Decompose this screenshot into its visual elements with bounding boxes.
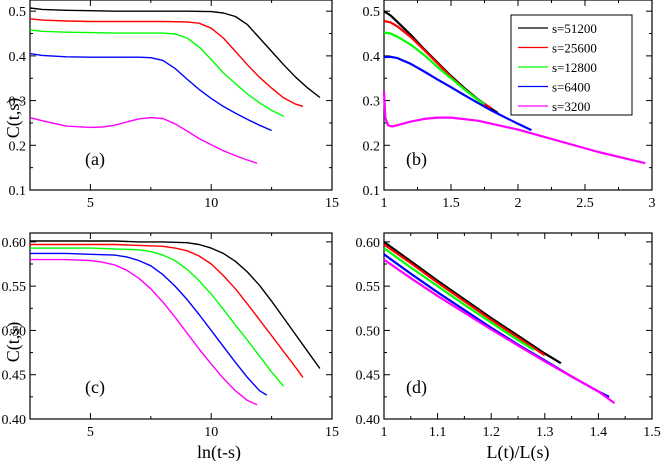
panel-d-xtick-label: 1.2 xyxy=(482,425,500,440)
panel-c: 0.40 0.45 0.50 0.55 0.60 5 10 15 (c) C(t,s) ln(… xyxy=(2,232,339,461)
panel-d-xtick-label: 1.1 xyxy=(429,425,447,440)
panel-b-xtick-label: 2 xyxy=(515,196,522,211)
panel-b-ticks: 0.1 0.2 0.3 0.4 0.5 1 1.5 2 2.5 3 xyxy=(363,0,656,211)
series-line-s-6400 xyxy=(29,52,272,132)
series-line-s-3200 xyxy=(29,116,258,164)
panel-c-xtick-label: 15 xyxy=(325,425,339,440)
panel-c-xtick-label: 5 xyxy=(87,425,94,440)
series-line-s-12800 xyxy=(29,29,285,117)
panel-b-xtick-label: 1 xyxy=(381,196,388,211)
panel-b-ytick-label: 0.1 xyxy=(363,184,381,199)
panel-a-ytick-label: 0.5 xyxy=(9,5,27,20)
panel-c-ytick-label: 0.60 xyxy=(2,236,27,251)
series-line-s-3200 xyxy=(30,258,258,406)
panel-a-ytick-label: 0.1 xyxy=(9,184,27,199)
panel-a-ytick-label: 0.3 xyxy=(9,95,27,110)
panel-c-ytick-label: 0.50 xyxy=(2,324,27,339)
series-line-s-6400 xyxy=(30,252,268,396)
panel-c-xlabel: ln(t-s) xyxy=(197,442,241,461)
legend-entries: s=51200 s=25600 s=12800 s=6400 s=3200 xyxy=(518,21,597,114)
series-line-s-3200 xyxy=(382,91,646,165)
legend-label: s=6400 xyxy=(552,80,590,95)
series-line-s-51200 xyxy=(383,10,499,115)
legend-label: s=51200 xyxy=(552,21,597,36)
legend: s=51200 s=25600 s=12800 s=6400 s=3200 xyxy=(510,14,633,116)
panel-d-ytick-label: 0.40 xyxy=(356,413,381,428)
panel-d-ticks: 0.40 0.45 0.50 0.55 0.60 1 1.1 1.2 1.3 1.4 1.5 xyxy=(356,233,661,440)
panel-d-ytick-label: 0.45 xyxy=(356,369,381,384)
series-line-s-51200 xyxy=(29,7,321,99)
panel-d-plot xyxy=(383,241,616,404)
panel-c-xtick-label: 10 xyxy=(204,425,218,440)
panel-c-plot xyxy=(30,240,321,406)
panel-b: 0.1 0.2 0.3 0.4 0.5 1 1.5 2 2.5 3 (b) s=51200 s=25… xyxy=(363,0,656,211)
legend-box xyxy=(510,14,633,116)
series-line-s-12800 xyxy=(383,247,535,351)
panel-a-frame xyxy=(29,0,333,191)
series-line-s-51200 xyxy=(383,241,562,365)
panel-d-xtick-label: 1.3 xyxy=(536,425,554,440)
panel-a-label: (a) xyxy=(85,149,105,170)
panel-d-xlabel: L(t)/L(s) xyxy=(487,442,550,461)
series-line-s-6400 xyxy=(383,55,532,132)
panel-b-label: (b) xyxy=(406,149,427,170)
panel-d-xtick-label: 1.5 xyxy=(643,425,661,440)
panel-b-xtick-label: 3 xyxy=(649,196,656,211)
panel-d: 0.40 0.45 0.50 0.55 0.60 1 1.1 1.2 1.3 1.4 1.5 (d)… xyxy=(356,232,661,461)
panel-b-ytick-label: 0.2 xyxy=(363,139,381,154)
panel-c-label: (c) xyxy=(85,377,105,398)
series-line-s-25600 xyxy=(29,18,304,108)
series-line-s-3200 xyxy=(383,258,616,404)
legend-label: s=12800 xyxy=(552,60,597,75)
panel-a-xtick-label: 5 xyxy=(87,196,94,211)
series-line-s-12800 xyxy=(30,247,285,387)
panel-c-frame xyxy=(29,232,333,420)
series-line-s-25600 xyxy=(383,19,492,110)
panel-d-xtick-label: 1 xyxy=(381,425,388,440)
panel-a: 0.1 0.2 0.3 0.4 0.5 5 10 15 (a) C(t,s) xyxy=(3,0,339,211)
series-line-s-25600 xyxy=(383,243,546,357)
panel-a-xtick-label: 10 xyxy=(204,196,218,211)
panel-b-ytick-label: 0.3 xyxy=(363,95,381,110)
panel-c-ticks: 0.40 0.45 0.50 0.55 0.60 5 10 15 xyxy=(2,233,339,440)
series-line-s-51200 xyxy=(30,240,321,369)
series-line-s-12800 xyxy=(383,31,486,106)
panel-a-ytick-label: 0.2 xyxy=(9,139,27,154)
panel-a-xtick-label: 15 xyxy=(325,196,339,211)
panel-b-xtick-label: 1.5 xyxy=(442,196,460,211)
panel-d-ytick-label: 0.55 xyxy=(356,280,381,295)
legend-label: s=25600 xyxy=(552,41,597,56)
panel-a-ticks: 0.1 0.2 0.3 0.4 0.5 5 10 15 xyxy=(9,0,339,211)
panel-c-ytick-label: 0.40 xyxy=(2,413,27,428)
panel-d-ytick-label: 0.60 xyxy=(356,236,381,251)
panel-a-plot xyxy=(29,7,321,164)
panel-b-xtick-label: 2.5 xyxy=(576,196,594,211)
panel-d-xtick-label: 1.4 xyxy=(590,425,608,440)
panel-d-label: (d) xyxy=(406,377,427,398)
panel-a-ylabel: C(t,s) xyxy=(3,98,24,139)
panel-c-ytick-label: 0.45 xyxy=(2,369,27,384)
panel-b-ytick-label: 0.4 xyxy=(363,50,381,65)
panel-d-ytick-label: 0.50 xyxy=(356,324,381,339)
panel-a-ytick-label: 0.4 xyxy=(9,50,27,65)
series-line-s-25600 xyxy=(30,243,304,378)
legend-label: s=3200 xyxy=(552,99,590,114)
panel-b-plot xyxy=(382,10,646,165)
panel-c-ytick-label: 0.55 xyxy=(2,280,27,295)
panel-b-ytick-label: 0.5 xyxy=(363,5,381,20)
panel-c-ylabel: C(t,s) xyxy=(3,322,24,363)
